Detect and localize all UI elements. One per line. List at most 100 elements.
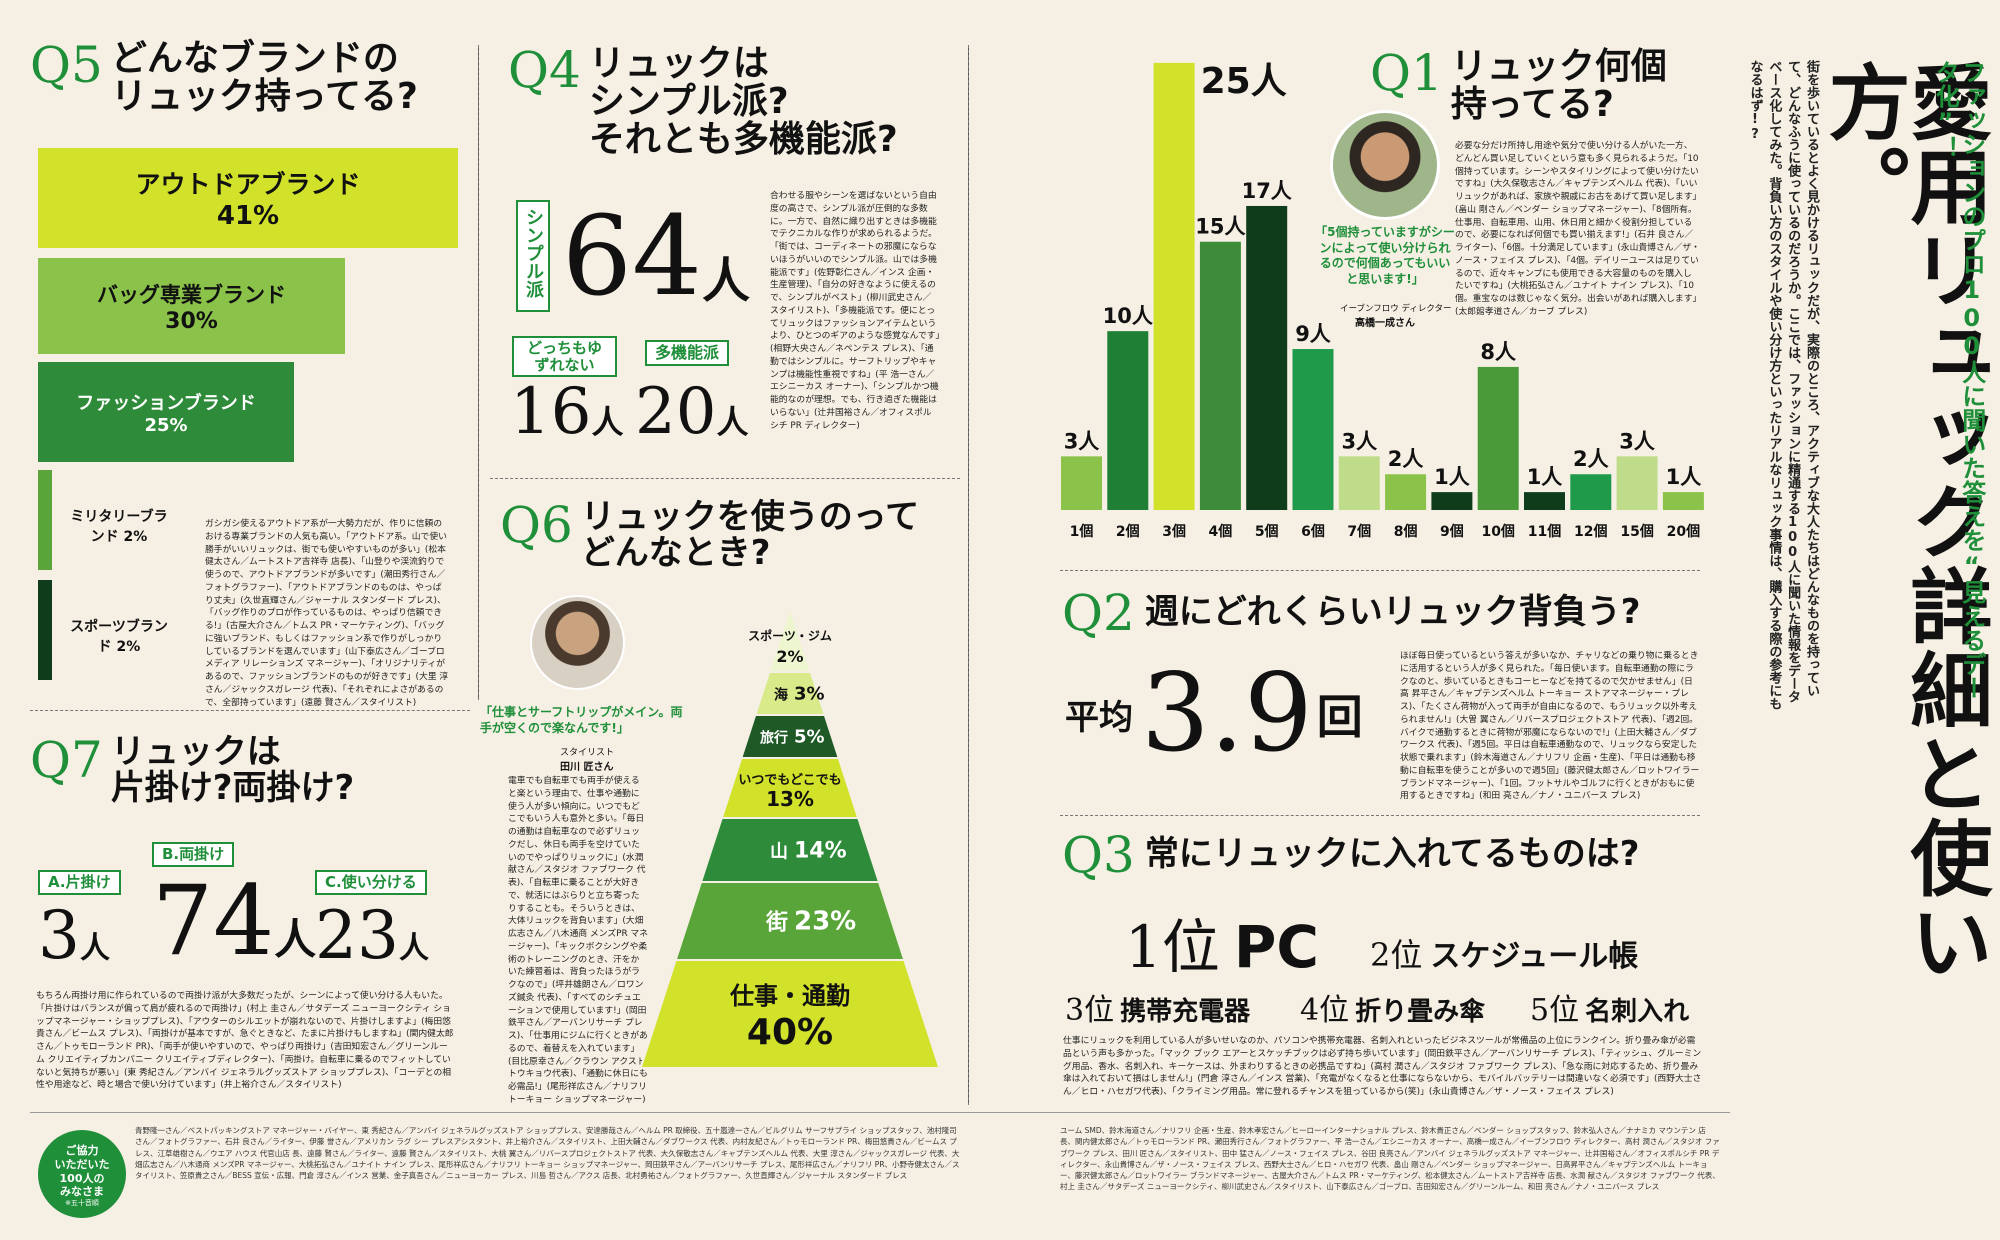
q1-bar-value: 1人 — [1434, 465, 1470, 489]
q1-avatar — [1330, 110, 1440, 220]
q1-bar — [1153, 62, 1195, 510]
q7-option-c-unit: 人 — [398, 930, 429, 966]
q1-bar-chart: 3人 1個 10人 2個 25人 3個 15人 4個 17人 5個 9人 6個 3人 7個 2人 8個 1人 9個… — [1061, 61, 1704, 540]
q6-body: 電車でも自転車でも両手が使えると楽という理由で、仕事や通勤に使う人が多い傾向に。… — [508, 776, 648, 1105]
q3-rank4-item: 折り畳み傘 — [1355, 997, 1486, 1027]
q1-category-label: 5個 — [1255, 523, 1279, 540]
q6-section: Q6 リュックを使うのって どんなとき? — [500, 496, 960, 571]
q3-number: Q3 — [1062, 826, 1135, 884]
q5-bar-3: ミリタリーブランド 2% — [38, 470, 168, 570]
q5-title-line1: どんなブランドの — [110, 38, 399, 79]
q2-avg-value: 3.9 — [1141, 651, 1313, 776]
q6-band-value: 23% — [794, 907, 856, 937]
q1-bar — [1431, 492, 1473, 510]
q7-option-c-count: 23 — [315, 896, 399, 974]
q6-band-category: 街 — [765, 910, 788, 936]
q1-number: Q1 — [1370, 44, 1443, 102]
q1-bar-value: 3人 — [1619, 429, 1655, 453]
q1-bar — [1477, 366, 1519, 510]
q6-band-value: 14% — [794, 838, 847, 863]
q1-category-label: 3個 — [1162, 523, 1186, 540]
q1-bar — [1246, 205, 1288, 510]
q6-person-role: スタイリスト — [560, 748, 615, 758]
q6-pyramid-band — [640, 959, 940, 1069]
q1-bar — [1385, 474, 1427, 510]
page-subtitle: ファッションのプロ100人に聞いた答えを“見えるデータ化”！ — [1931, 60, 1986, 700]
q6-band-category: スポーツ・ジム — [748, 628, 832, 643]
q4-either-count-block: 16 人 — [510, 380, 623, 444]
q5-section: Q5 どんなブランドの リュック持ってる? — [30, 40, 470, 700]
q7-option-b-count: 74 — [152, 864, 275, 977]
q6-band-category: いつでもどこでも — [738, 773, 841, 788]
q4-multi-unit: 人 — [716, 403, 749, 441]
credits-box-line1: ご協力 — [65, 1144, 99, 1157]
q5-bar-1: バッグ専業ブランド 30% — [38, 258, 345, 354]
credits-left: 青野隆一さん／ベストパッキングストア マネージャー・バイヤー、東 秀紀さん／アン… — [135, 1126, 960, 1180]
divider-credits — [30, 1112, 1730, 1113]
q1-bar-value: 3人 — [1064, 429, 1100, 453]
q5-heading: Q5 どんなブランドの リュック持ってる? — [30, 40, 470, 116]
q2-body: ほぼ毎日使っているという答えが多いなか、チャリなどの乗り物に乗るときに活用すると… — [1400, 651, 1700, 802]
q3-rank4-pos: 4位 — [1300, 993, 1350, 1028]
credits-box-line4: みなさま — [60, 1185, 104, 1199]
q5-bar-label: アウトドアブランド — [135, 170, 361, 199]
q1-heading: Q1 リュック何個 持ってる? — [1370, 48, 1700, 124]
q1-bar — [1107, 331, 1149, 510]
q1-category-label: 12個 — [1574, 523, 1607, 540]
credits-box-line3: 100人の — [59, 1171, 105, 1185]
q7-option-b: B.両掛け 74 人 — [152, 842, 316, 969]
q5-bar-chart: アウトドアブランド 41% バッグ専業ブランド 30% ファッションブランド 25% ミリタ… — [0, 0, 470, 700]
q2-number: Q2 — [1062, 584, 1135, 642]
q1-bar — [1524, 492, 1565, 510]
q4-simple-label: シンプル派 — [516, 200, 550, 312]
q4-either-label-box: どっちもゆずれない — [512, 336, 617, 377]
q1-category-label: 4個 — [1209, 523, 1233, 540]
q7-number: Q7 — [30, 731, 103, 789]
q4-number: Q4 — [508, 41, 581, 99]
q4-simple-unit: 人 — [701, 253, 750, 309]
q1-bar-value: 10人 — [1103, 304, 1153, 328]
divider-q5-q4 — [478, 45, 479, 700]
q6-band-value: 40% — [747, 1012, 833, 1053]
q1-bar-value: 3人 — [1341, 429, 1377, 453]
q7-title-line2: 片掛け?両掛け? — [110, 767, 355, 808]
q5-bar-outside-label: ミリタリーブランド 2% — [70, 509, 168, 545]
q1-bar-value: 17人 — [1242, 179, 1292, 203]
q3-rank2: 2位 スケジュール帳 — [1370, 930, 1638, 976]
q1-bar-value: 2人 — [1388, 447, 1424, 471]
q1-category-label: 6個 — [1301, 523, 1325, 540]
divider-q5-q7 — [30, 710, 470, 711]
q6-band-value: 2% — [776, 647, 803, 666]
q6-number: Q6 — [500, 496, 573, 554]
q1-bar-value: 1人 — [1527, 465, 1563, 489]
q1-bar-value: 8人 — [1480, 340, 1516, 364]
q1-bar — [1338, 456, 1380, 510]
q3-rank1-pos: 1位 — [1125, 913, 1220, 981]
q6-quote: 「仕事とサーフトリップがメイン。両手が空くので楽なんです!」 — [480, 705, 683, 735]
q3-rank3-pos: 3位 — [1065, 993, 1115, 1028]
q3-rank2-pos: 2位 — [1370, 936, 1423, 974]
q5-bar-pct: 30% — [165, 308, 218, 334]
q5-bar-4: スポーツブランド 2% — [38, 580, 168, 680]
divider-q2-q3 — [1060, 815, 1700, 816]
q4-heading: Q4 リュックは シンプル派? それとも多機能派? — [508, 45, 948, 158]
q1-bar — [1662, 492, 1704, 510]
q7-section: Q7 リュックは 片掛け?両掛け? — [30, 731, 470, 808]
q5-title-line2: リュック持ってる? — [110, 75, 418, 117]
q6-band-category: 山 — [770, 841, 788, 862]
q7-body: もちろん両掛け用に作られているので両掛け派が大多数だったが、シーンによって使い分… — [36, 991, 454, 1091]
credits-box-line5: ※五十音順 — [65, 1199, 99, 1207]
q1-bar-value: 1人 — [1666, 465, 1702, 489]
q1-bar — [1061, 456, 1102, 510]
q1-person-name: 高橋一成さん — [1355, 318, 1415, 329]
q1-category-label: 10個 — [1481, 523, 1514, 540]
q1-category-label: 20個 — [1667, 523, 1700, 540]
q6-title-line1: リュックを使うのって — [580, 497, 920, 537]
q3-rank4: 4位 折り畳み傘 — [1300, 985, 1485, 1029]
q4-section: Q4 リュックは シンプル派? それとも多機能派? — [508, 45, 948, 158]
q7-option-c: C.使い分ける 23 人 — [315, 870, 429, 969]
q6-heading: Q6 リュックを使うのって どんなとき? — [500, 496, 960, 571]
credits-box-line2: いただいた — [54, 1157, 110, 1171]
q7-option-a-unit: 人 — [80, 930, 110, 966]
page-title: 愛用リュック詳細と使い方。 — [1814, 60, 1991, 984]
